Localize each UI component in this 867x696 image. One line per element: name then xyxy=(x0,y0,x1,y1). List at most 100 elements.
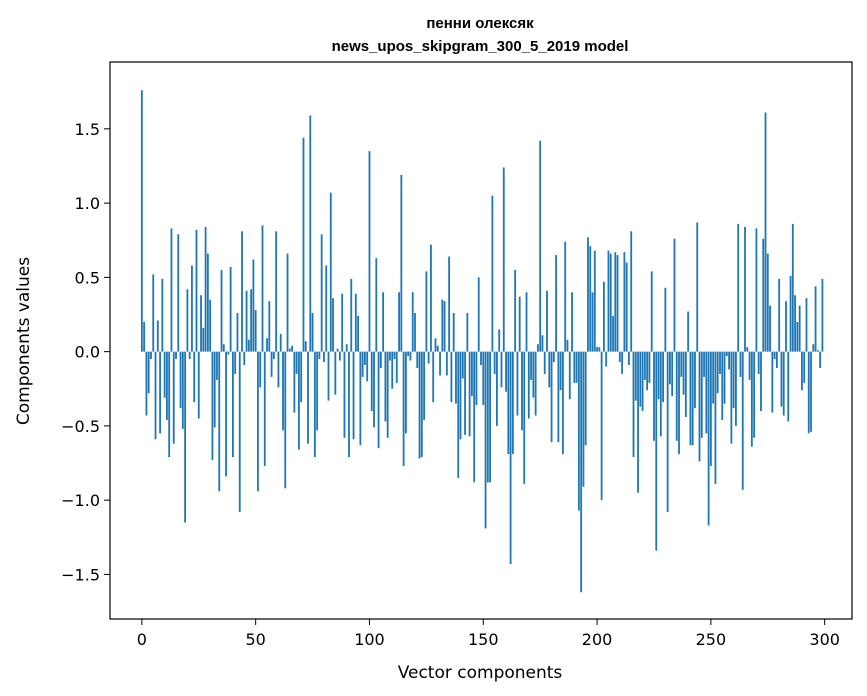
bar-272 xyxy=(760,351,762,412)
bar-100 xyxy=(368,151,371,352)
bar-231 xyxy=(666,351,669,513)
bar-140 xyxy=(459,351,462,440)
bar-227 xyxy=(657,351,660,400)
bar-275 xyxy=(766,253,769,352)
bar-299 xyxy=(821,278,824,352)
bar-187 xyxy=(566,339,569,352)
bar-269 xyxy=(753,351,756,438)
bar-236 xyxy=(678,351,680,455)
bar-224 xyxy=(650,271,653,352)
bar-205 xyxy=(607,250,610,352)
bar-23 xyxy=(193,351,196,403)
x-tick-label: 100 xyxy=(354,630,385,649)
bars-group xyxy=(140,90,824,593)
bar-105 xyxy=(379,351,382,368)
bar-258 xyxy=(728,351,730,370)
bar-287 xyxy=(794,295,797,352)
x-tick-label: 250 xyxy=(696,630,727,649)
bar-89 xyxy=(343,351,346,438)
bar-97 xyxy=(361,351,364,377)
bar-59 xyxy=(275,231,278,352)
bar-173 xyxy=(534,351,537,416)
bar-163 xyxy=(511,351,514,455)
bar-232 xyxy=(669,351,671,385)
bar-189 xyxy=(571,292,573,352)
bar-75 xyxy=(311,313,314,352)
bar-26 xyxy=(200,295,202,352)
bar-216 xyxy=(632,351,635,458)
y-tick-label: 0.0 xyxy=(75,343,100,362)
bar-251 xyxy=(712,351,715,404)
bar-109 xyxy=(389,351,391,361)
bar-153 xyxy=(489,351,492,483)
y-axis-label: Components values xyxy=(14,257,34,425)
bar-240 xyxy=(687,311,690,352)
bar-289 xyxy=(798,305,801,352)
bar-64 xyxy=(286,253,289,352)
bar-134 xyxy=(445,351,448,376)
bar-179 xyxy=(548,351,551,388)
bar-93 xyxy=(352,351,355,440)
bar-147 xyxy=(475,351,478,406)
bar-32 xyxy=(213,351,216,428)
bar-261 xyxy=(735,351,737,426)
bar-33 xyxy=(216,351,218,380)
bar-202 xyxy=(600,351,603,501)
bar-119 xyxy=(411,292,414,352)
bar-264 xyxy=(741,351,744,490)
bar-171 xyxy=(530,351,532,380)
bar-143 xyxy=(466,313,469,352)
bar-161 xyxy=(507,351,510,455)
bar-137 xyxy=(452,313,455,352)
bar-80 xyxy=(323,351,325,363)
bar-126 xyxy=(427,351,430,364)
bar-193 xyxy=(580,351,583,593)
bar-123 xyxy=(420,351,423,458)
bar-47 xyxy=(247,339,250,352)
bar-40 xyxy=(232,351,234,458)
bar-9 xyxy=(161,278,164,352)
bar-36 xyxy=(222,344,225,352)
bar-108 xyxy=(386,351,389,438)
bar-131 xyxy=(439,351,441,376)
bar-76 xyxy=(313,351,316,458)
bar-250 xyxy=(709,351,712,467)
bar-276 xyxy=(769,305,771,352)
bar-246 xyxy=(700,351,703,438)
bar-95 xyxy=(357,315,359,352)
bar-174 xyxy=(536,344,539,352)
bar-21 xyxy=(188,351,191,360)
bar-230 xyxy=(664,287,667,352)
bar-271 xyxy=(757,351,760,374)
bar-169 xyxy=(525,292,528,352)
bar-71 xyxy=(302,137,305,352)
bar-279 xyxy=(775,351,778,368)
bar-2 xyxy=(145,351,148,416)
bar-152 xyxy=(486,351,489,483)
bar-3 xyxy=(147,351,150,394)
bar-228 xyxy=(659,351,662,437)
bar-195 xyxy=(584,351,587,446)
bar-262 xyxy=(737,223,740,352)
bar-203 xyxy=(603,281,605,352)
bar-211 xyxy=(621,351,624,374)
bar-13 xyxy=(170,228,173,352)
bar-42 xyxy=(236,313,239,352)
bar-177 xyxy=(543,351,546,374)
bar-192 xyxy=(577,351,580,511)
bar-20 xyxy=(186,289,189,352)
bar-184 xyxy=(559,351,562,391)
bar-90 xyxy=(345,344,348,352)
bar-54 xyxy=(263,351,266,467)
bar-151 xyxy=(484,351,487,529)
bar-77 xyxy=(316,351,319,431)
bar-157 xyxy=(498,329,501,352)
bar-270 xyxy=(755,228,758,352)
bar-117 xyxy=(407,351,410,357)
bar-145 xyxy=(470,351,473,397)
bar-285 xyxy=(789,275,792,352)
bar-63 xyxy=(284,351,287,489)
bar-223 xyxy=(648,351,651,383)
bar-209 xyxy=(616,255,619,352)
bar-4 xyxy=(150,351,152,360)
